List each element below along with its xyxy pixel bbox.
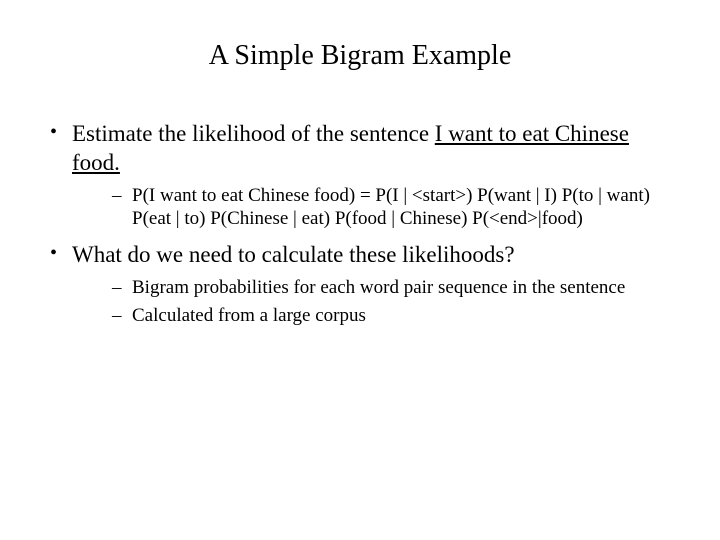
sub-item: Bigram probabilities for each word pair … bbox=[72, 276, 680, 300]
sub-item: P(I want to eat Chinese food) = P(I | <s… bbox=[72, 184, 680, 232]
bullet-list: Estimate the likelihood of the sentence … bbox=[40, 120, 680, 327]
bullet-item: Estimate the likelihood of the sentence … bbox=[40, 120, 680, 231]
sub-list: P(I want to eat Chinese food) = P(I | <s… bbox=[72, 184, 680, 232]
sub-item: Calculated from a large corpus bbox=[72, 304, 680, 328]
sub-list: Bigram probabilities for each word pair … bbox=[72, 276, 680, 328]
slide-title: A Simple Bigram Example bbox=[40, 40, 680, 72]
bullet-item: What do we need to calculate these likel… bbox=[40, 241, 680, 327]
bullet-text: What do we need to calculate these likel… bbox=[72, 242, 515, 267]
bullet-text-prefix: Estimate the likelihood of the sentence bbox=[72, 121, 435, 146]
